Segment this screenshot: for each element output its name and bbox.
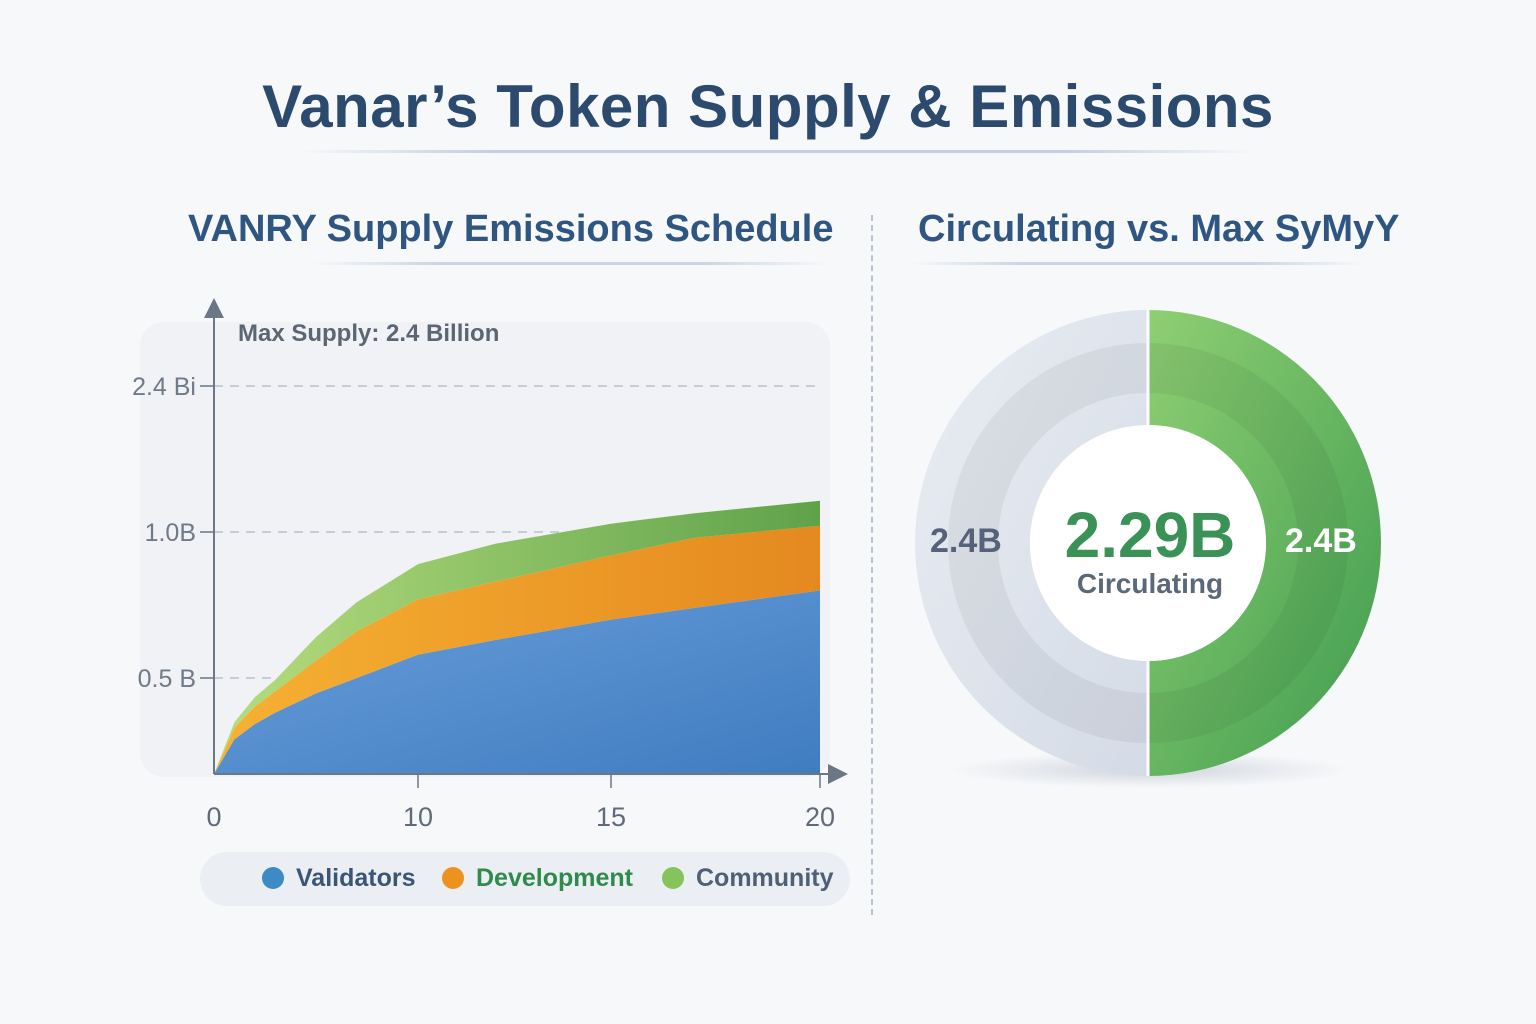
- legend-label-community: Community: [696, 864, 834, 892]
- legend-label-development: Development: [476, 864, 633, 892]
- x-tick-label-2: 15: [596, 802, 626, 832]
- development-area: [214, 525, 820, 774]
- legend-item-development: Development: [442, 864, 633, 893]
- community-area: [214, 500, 820, 774]
- validators-swatch-icon: [262, 867, 284, 889]
- community-swatch-icon: [662, 867, 684, 889]
- y-tick-label-1: 1.0B: [145, 519, 196, 547]
- circulating-label: Circulating: [1076, 568, 1224, 599]
- circulating-value: 2.29B: [1064, 499, 1236, 571]
- development-swatch-icon: [442, 867, 464, 889]
- emissions-title-underline: [310, 262, 830, 265]
- legend-label-validators: Validators: [296, 864, 416, 892]
- supply-title-underline: [910, 262, 1365, 265]
- legend-item-validators: Validators: [262, 864, 416, 893]
- supply-donut-chart: [915, 310, 1381, 788]
- legend-item-community: Community: [662, 864, 834, 893]
- x-tick-label-3: 20: [805, 802, 835, 832]
- y-tick-label-2: 2.4 Bi: [132, 373, 196, 401]
- x-tick-label-1: 10: [403, 802, 433, 832]
- emissions-chart-title: VANRY Supply Emissions Schedule: [188, 208, 834, 250]
- emissions-area-chart: 0.5 B 1.0B 2.4 Bi 0 10 15 20 Max Supply: 2.4 B…: [132, 298, 848, 832]
- supply-chart-title: Circulating vs. Max SyMyY: [918, 208, 1400, 250]
- title-underline: [300, 150, 1256, 153]
- page-title: Vanar’s Token Supply & Emissions: [262, 73, 1274, 140]
- donut-left-label: 2.4B: [930, 522, 1002, 560]
- donut-hole: [1030, 425, 1266, 661]
- validators-area: [214, 590, 820, 774]
- panel-divider: [871, 215, 873, 915]
- y-tick-label-0: 0.5 B: [138, 665, 196, 693]
- circulating-slice: [1148, 310, 1381, 776]
- x-tick-label-0: 0: [206, 802, 221, 832]
- remaining-slice: [915, 310, 1148, 776]
- donut-right-label: 2.4B: [1285, 522, 1357, 560]
- emissions-legend: Validators Development Community: [200, 852, 850, 906]
- max-supply-annotation: Max Supply: 2.4 Billion: [238, 320, 499, 347]
